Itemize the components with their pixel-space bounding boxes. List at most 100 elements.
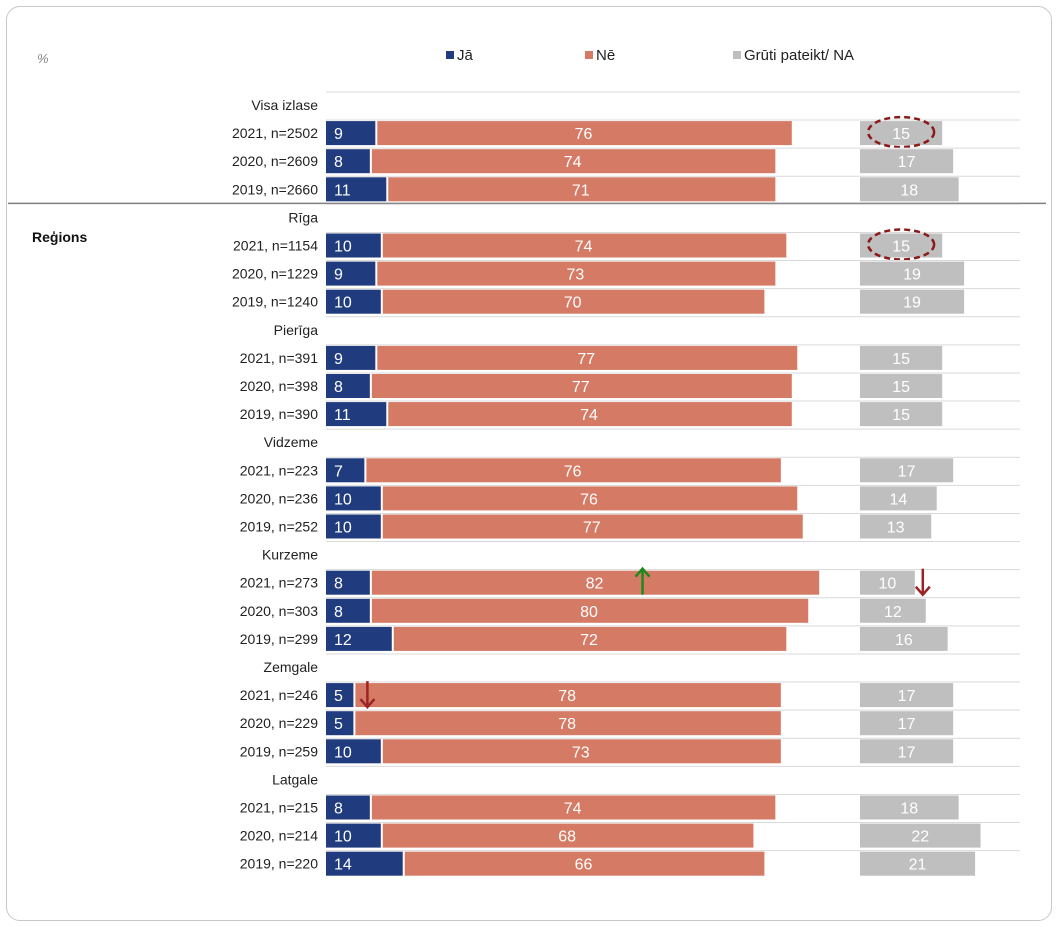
value-label-ne: 73 xyxy=(572,744,590,761)
value-label-ja: 11 xyxy=(334,182,351,199)
unit-label: % xyxy=(37,51,49,66)
value-label-ja: 8 xyxy=(334,576,343,593)
value-label-ja: 12 xyxy=(334,632,352,649)
bar-na xyxy=(860,851,976,876)
value-label-na: 17 xyxy=(898,463,916,480)
bar-ne xyxy=(382,514,803,539)
bar-na xyxy=(860,598,926,623)
value-label-na: 14 xyxy=(889,491,907,508)
legend-label: Grūti pateikt/ NA xyxy=(744,47,854,64)
bar-na xyxy=(860,289,965,314)
row-label: 2021, n=1154 xyxy=(233,238,318,254)
value-label-na: 16 xyxy=(895,632,913,649)
value-label-ne: 70 xyxy=(564,295,582,312)
value-label-ja: 10 xyxy=(334,829,352,846)
value-label-na: 17 xyxy=(898,688,916,705)
row-label: 2021, n=246 xyxy=(240,687,318,703)
value-label-ja: 9 xyxy=(334,351,343,368)
bar-ja xyxy=(326,598,370,623)
value-label-ne: 78 xyxy=(558,716,576,733)
row-label: 2019, n=259 xyxy=(240,743,318,759)
value-label-ja: 8 xyxy=(334,801,343,818)
bar-ne xyxy=(371,149,776,174)
value-label-ja: 5 xyxy=(334,688,343,705)
group-label: Kurzeme xyxy=(262,547,318,563)
value-label-na: 17 xyxy=(898,154,916,171)
value-label-ne: 76 xyxy=(575,126,593,143)
bar-na xyxy=(860,711,954,736)
regions-label: Reģions xyxy=(32,229,87,245)
bar-ne xyxy=(382,739,781,764)
bar-ja xyxy=(326,289,381,314)
value-label-na: 15 xyxy=(892,351,910,368)
bar-na xyxy=(860,570,915,595)
bar-ne xyxy=(371,570,820,595)
bar-ne xyxy=(382,233,787,258)
value-label-ne: 78 xyxy=(558,688,576,705)
value-label-na: 13 xyxy=(887,520,905,537)
bar-ne xyxy=(388,402,792,427)
bar-na xyxy=(860,514,932,539)
bar-ja xyxy=(326,514,381,539)
row-label: 2019, n=1240 xyxy=(232,294,318,310)
bar-ja xyxy=(326,795,370,820)
bar-ne xyxy=(377,121,792,146)
value-label-na: 17 xyxy=(898,716,916,733)
bar-ja xyxy=(326,233,381,258)
bar-na xyxy=(860,823,981,848)
bar-na xyxy=(860,683,954,708)
bar-na xyxy=(860,402,943,427)
legend-label: Jā xyxy=(457,47,474,64)
group-label: Rīga xyxy=(288,209,318,225)
bar-ne xyxy=(377,345,798,370)
value-label-ne: 66 xyxy=(575,857,593,874)
group-label: Vidzeme xyxy=(264,434,318,450)
value-label-ne: 74 xyxy=(575,239,593,256)
row-label: 2021, n=391 xyxy=(240,350,318,366)
bar-ja xyxy=(326,149,370,174)
bar-ne xyxy=(371,374,792,398)
bar-ne xyxy=(382,289,765,314)
row-label: 2020, n=398 xyxy=(240,378,318,394)
value-label-ja: 10 xyxy=(334,295,352,312)
bar-na xyxy=(860,149,954,174)
bar-ja xyxy=(326,374,370,398)
bar-ne xyxy=(366,458,781,483)
row-label: 2020, n=2609 xyxy=(232,153,318,169)
group-label: Latgale xyxy=(272,771,318,787)
bar-ja xyxy=(326,711,354,736)
bar-na xyxy=(860,486,937,511)
value-label-ja: 8 xyxy=(334,604,343,621)
row-label: 2021, n=2502 xyxy=(232,125,318,141)
row-label: 2020, n=236 xyxy=(240,490,318,506)
bar-ja xyxy=(326,402,387,427)
bar-ne xyxy=(393,626,787,651)
bar-na xyxy=(860,739,954,764)
value-label-ne: 74 xyxy=(564,154,582,171)
bar-ne xyxy=(382,486,798,511)
row-label: 2020, n=229 xyxy=(240,715,318,731)
value-label-na: 22 xyxy=(911,829,929,846)
row-label: 2019, n=390 xyxy=(240,406,318,422)
legend-swatch xyxy=(446,51,454,59)
row-label: 2020, n=303 xyxy=(240,603,318,619)
value-label-ne: 82 xyxy=(586,576,604,593)
value-label-ja: 9 xyxy=(334,126,343,143)
group-label: Visa izlase xyxy=(251,97,318,113)
bar-ja xyxy=(326,177,387,202)
value-label-ne: 80 xyxy=(580,604,598,621)
highlight-circle xyxy=(866,115,936,149)
value-label-ja: 5 xyxy=(334,716,343,733)
value-label-na: 18 xyxy=(900,182,918,199)
value-label-na: 21 xyxy=(909,857,927,874)
bar-ja xyxy=(326,739,381,764)
value-label-ja: 8 xyxy=(334,379,343,396)
value-label-ne: 76 xyxy=(564,463,582,480)
legend-swatch xyxy=(733,51,741,59)
row-label: 2021, n=223 xyxy=(240,462,318,478)
bar-na xyxy=(860,345,943,370)
bar-ne xyxy=(377,261,776,286)
bar-ja xyxy=(326,683,354,708)
legend-label: Nē xyxy=(596,47,615,64)
